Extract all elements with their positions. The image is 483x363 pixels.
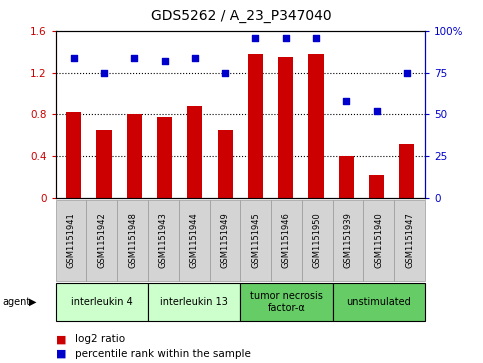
- Point: [191, 55, 199, 61]
- Text: log2 ratio: log2 ratio: [75, 334, 125, 344]
- Text: interleukin 13: interleukin 13: [160, 297, 228, 307]
- Bar: [369, 175, 384, 198]
- Text: GSM1151948: GSM1151948: [128, 213, 137, 268]
- Point: [403, 70, 411, 76]
- Text: agent: agent: [2, 297, 30, 307]
- Text: ■: ■: [56, 349, 66, 359]
- Point: [130, 55, 138, 61]
- Bar: [217, 130, 233, 198]
- Text: ■: ■: [56, 334, 66, 344]
- Text: percentile rank within the sample: percentile rank within the sample: [75, 349, 251, 359]
- Bar: [278, 57, 293, 198]
- Bar: [399, 143, 414, 198]
- Text: GSM1151947: GSM1151947: [405, 213, 414, 268]
- Text: GSM1151944: GSM1151944: [190, 213, 199, 268]
- Text: GSM1151941: GSM1151941: [67, 213, 75, 268]
- Text: GSM1151946: GSM1151946: [282, 213, 291, 268]
- Text: GSM1151940: GSM1151940: [374, 213, 384, 268]
- Bar: [248, 54, 263, 198]
- Point: [161, 58, 169, 64]
- Point: [282, 34, 290, 40]
- Text: GSM1151943: GSM1151943: [159, 213, 168, 268]
- Point: [252, 34, 259, 40]
- Text: GSM1151950: GSM1151950: [313, 213, 322, 268]
- Point: [312, 34, 320, 40]
- Bar: [66, 112, 81, 198]
- Text: GSM1151949: GSM1151949: [220, 213, 229, 268]
- Bar: [187, 106, 202, 198]
- Text: ▶: ▶: [29, 297, 37, 307]
- Point: [70, 55, 78, 61]
- Point: [342, 98, 350, 104]
- Bar: [157, 118, 172, 198]
- Bar: [309, 54, 324, 198]
- Text: GSM1151939: GSM1151939: [343, 213, 353, 268]
- Point: [373, 108, 381, 114]
- Text: GSM1151942: GSM1151942: [97, 213, 106, 268]
- Bar: [127, 114, 142, 198]
- Text: unstimulated: unstimulated: [346, 297, 411, 307]
- Text: GSM1151945: GSM1151945: [251, 213, 260, 268]
- Text: tumor necrosis
factor-α: tumor necrosis factor-α: [250, 291, 323, 313]
- Text: interleukin 4: interleukin 4: [71, 297, 133, 307]
- Point: [100, 70, 108, 76]
- Bar: [97, 130, 112, 198]
- Point: [221, 70, 229, 76]
- Bar: [339, 156, 354, 198]
- Text: GDS5262 / A_23_P347040: GDS5262 / A_23_P347040: [151, 9, 332, 23]
